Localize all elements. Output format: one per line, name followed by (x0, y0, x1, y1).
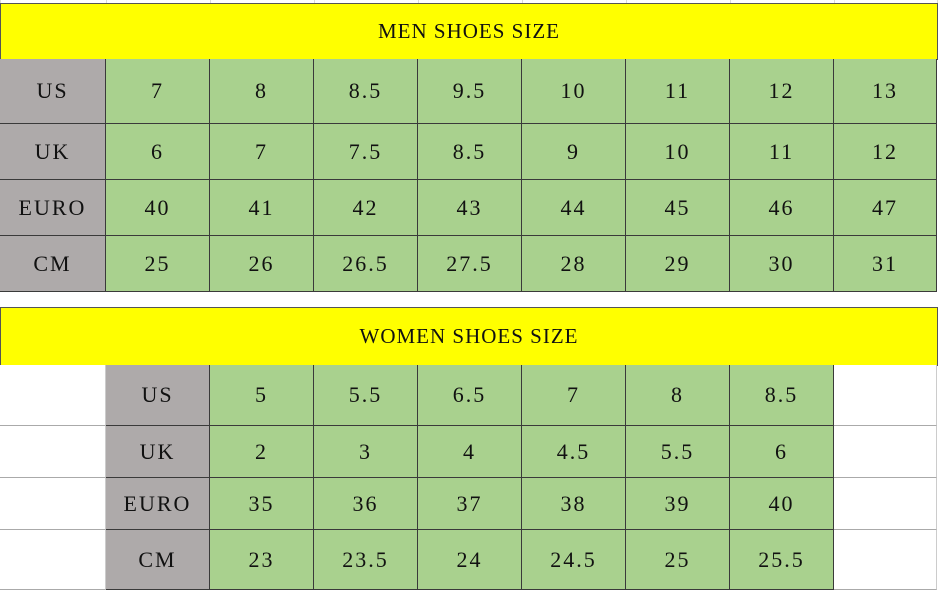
empty-cell[interactable] (0, 426, 106, 478)
gridline (730, 0, 731, 3)
men-size-cell[interactable]: 40 (106, 180, 210, 236)
men-size-cell[interactable]: 26 (210, 236, 314, 292)
men-size-cell[interactable]: 8.5 (418, 124, 522, 180)
men-size-cell[interactable]: 11 (730, 124, 834, 180)
men-size-cell[interactable]: 8.5 (314, 59, 418, 124)
empty-cell[interactable] (834, 530, 937, 590)
men-size-cell[interactable]: 46 (730, 180, 834, 236)
men-size-cell[interactable]: 43 (418, 180, 522, 236)
women-size-cell[interactable]: 35 (210, 478, 314, 530)
women-size-cell[interactable]: 5.5 (626, 426, 730, 478)
women-size-cell[interactable]: 38 (522, 478, 626, 530)
women-row-label[interactable]: US (106, 365, 210, 426)
men-size-cell[interactable]: 42 (314, 180, 418, 236)
women-size-cell[interactable]: 36 (314, 478, 418, 530)
gridline (210, 0, 211, 3)
men-size-cell[interactable]: 7 (210, 124, 314, 180)
women-size-cell[interactable]: 40 (730, 478, 834, 530)
men-row-label[interactable]: EURO (0, 180, 106, 236)
gridline (834, 0, 835, 3)
gridline (0, 0, 1, 3)
men-size-cell[interactable]: 44 (522, 180, 626, 236)
empty-cell[interactable] (0, 365, 106, 426)
women-size-cell[interactable]: 23 (210, 530, 314, 590)
men-size-cell[interactable]: 45 (626, 180, 730, 236)
men-size-cell[interactable]: 28 (522, 236, 626, 292)
men-size-cell[interactable]: 10 (522, 59, 626, 124)
men-size-cell[interactable]: 12 (834, 124, 937, 180)
women-size-cell[interactable]: 24 (418, 530, 522, 590)
women-size-cell[interactable]: 4 (418, 426, 522, 478)
empty-cell[interactable] (834, 365, 937, 426)
women-size-cell[interactable]: 2 (210, 426, 314, 478)
women-size-cell[interactable]: 5 (210, 365, 314, 426)
gridline (418, 0, 419, 3)
women-row-label[interactable]: CM (106, 530, 210, 590)
men-size-cell[interactable]: 25 (106, 236, 210, 292)
gridline (522, 0, 523, 3)
women-size-cell[interactable]: 25 (626, 530, 730, 590)
women-size-cell[interactable]: 4.5 (522, 426, 626, 478)
gridline (314, 0, 315, 3)
men-size-cell[interactable]: 26.5 (314, 236, 418, 292)
gridline (937, 0, 938, 3)
women-size-cell[interactable]: 7 (522, 365, 626, 426)
empty-cell[interactable] (0, 478, 106, 530)
women-size-cell[interactable]: 25.5 (730, 530, 834, 590)
gridline (626, 0, 627, 3)
men-row-label[interactable]: US (0, 59, 106, 124)
men-size-cell[interactable]: 9.5 (418, 59, 522, 124)
men-size-cell[interactable]: 8 (210, 59, 314, 124)
women-size-cell[interactable]: 8 (626, 365, 730, 426)
men-size-cell[interactable]: 7.5 (314, 124, 418, 180)
men-size-cell[interactable]: 41 (210, 180, 314, 236)
men-size-cell[interactable]: 31 (834, 236, 937, 292)
men-row-label[interactable]: CM (0, 236, 106, 292)
women-row-label[interactable]: EURO (106, 478, 210, 530)
men-row-label[interactable]: UK (0, 124, 106, 180)
empty-cell[interactable] (0, 530, 106, 590)
gridline (106, 0, 107, 3)
men-size-cell[interactable]: 7 (106, 59, 210, 124)
men-size-cell[interactable]: 10 (626, 124, 730, 180)
women-size-cell[interactable]: 37 (418, 478, 522, 530)
empty-cell[interactable] (834, 478, 937, 530)
women-size-cell[interactable]: 3 (314, 426, 418, 478)
men-size-cell[interactable]: 29 (626, 236, 730, 292)
women-size-cell[interactable]: 39 (626, 478, 730, 530)
men-size-cell[interactable]: 11 (626, 59, 730, 124)
women-size-cell[interactable]: 23.5 (314, 530, 418, 590)
men-size-cell[interactable]: 9 (522, 124, 626, 180)
women-size-cell[interactable]: 24.5 (522, 530, 626, 590)
women-size-header[interactable]: WOMEN SHOES SIZE (0, 307, 938, 366)
men-size-cell[interactable]: 30 (730, 236, 834, 292)
men-size-cell[interactable]: 47 (834, 180, 937, 236)
men-size-cell[interactable]: 6 (106, 124, 210, 180)
women-size-cell[interactable]: 6.5 (418, 365, 522, 426)
men-size-cell[interactable]: 27.5 (418, 236, 522, 292)
women-row-label[interactable]: UK (106, 426, 210, 478)
empty-cell[interactable] (834, 426, 937, 478)
men-size-cell[interactable]: 12 (730, 59, 834, 124)
men-size-header[interactable]: MEN SHOES SIZE (0, 3, 938, 60)
women-size-cell[interactable]: 6 (730, 426, 834, 478)
men-size-cell[interactable]: 13 (834, 59, 937, 124)
women-size-cell[interactable]: 5.5 (314, 365, 418, 426)
women-size-cell[interactable]: 8.5 (730, 365, 834, 426)
